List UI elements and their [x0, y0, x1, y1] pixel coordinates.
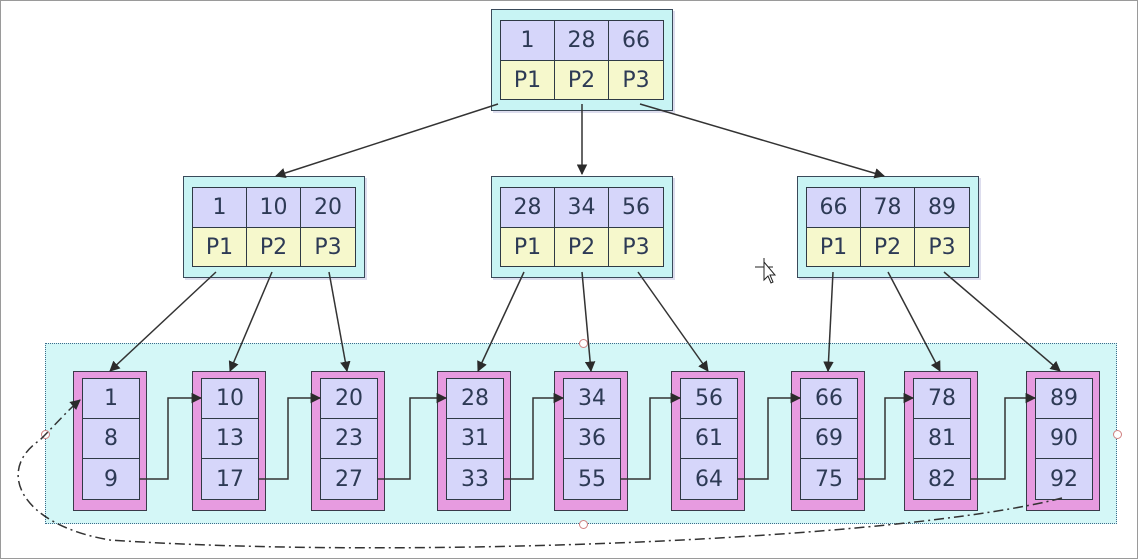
internal-node-key: 28 [501, 188, 555, 228]
leaf-link-8 [970, 392, 1037, 480]
leaf-wraparound-link [17, 399, 1063, 549]
internal-node-2: 28 34 56 P1 P2 P3 [491, 176, 673, 278]
leaf-node-9: 89 90 92 [1026, 371, 1100, 511]
root-pointer-2: P2 [555, 61, 609, 99]
edge-node-2-to-leaf-5 [581, 271, 596, 373]
leaf-link-6 [737, 392, 802, 480]
root-key-3: 66 [609, 21, 663, 61]
internal-node-key: 1 [193, 188, 247, 228]
leaf-key: 82 [914, 459, 970, 499]
leaf-key: 55 [564, 459, 620, 499]
leaf-node-4: 28 31 33 [437, 371, 511, 511]
edge-node-1-to-leaf-1 [109, 271, 217, 372]
internal-node-pointer: P3 [301, 228, 355, 266]
selection-handle-top[interactable] [579, 339, 588, 348]
root-pointer-1: P1 [501, 61, 555, 99]
edge-node-3-to-leaf-7 [823, 271, 834, 373]
leaf-key: 78 [914, 379, 970, 419]
leaf-key: 33 [447, 459, 503, 499]
leaf-key: 34 [564, 379, 620, 419]
root-pointer-3: P3 [609, 61, 663, 99]
edge-node-1-to-leaf-3 [328, 271, 351, 373]
edge-root-to-node-1 [275, 103, 499, 179]
leaf-key: 10 [202, 379, 258, 419]
leaf-key: 36 [564, 419, 620, 459]
internal-node-key: 89 [915, 188, 969, 228]
mouse-cursor-icon [755, 258, 777, 284]
internal-node-key: 20 [301, 188, 355, 228]
edge-root-to-node-3 [639, 103, 886, 179]
leaf-key: 8 [83, 419, 139, 459]
leaf-link-4 [503, 392, 565, 480]
leaf-key: 61 [681, 419, 737, 459]
leaf-link-7 [857, 392, 915, 480]
leaf-key: 69 [801, 419, 857, 459]
leaf-key: 9 [83, 459, 139, 499]
leaf-key: 92 [1036, 459, 1092, 499]
leaf-key: 28 [447, 379, 503, 419]
root-key-1: 1 [501, 21, 555, 61]
leaf-key: 90 [1036, 419, 1092, 459]
internal-node-pointer: P2 [555, 228, 609, 266]
edge-node-1-to-leaf-2 [228, 271, 273, 372]
internal-node-pointer: P2 [247, 228, 301, 266]
leaf-node-2: 10 13 17 [192, 371, 266, 511]
leaf-key: 31 [447, 419, 503, 459]
leaf-node-6: 56 61 64 [671, 371, 745, 511]
leaf-key: 27 [321, 459, 377, 499]
leaf-key: 23 [321, 419, 377, 459]
leaf-link-1 [139, 392, 203, 480]
selection-handle-right[interactable] [1113, 430, 1122, 439]
internal-node-pointer: P1 [807, 228, 861, 266]
edge-node-3-to-leaf-8 [887, 271, 941, 372]
leaf-key: 13 [202, 419, 258, 459]
internal-node-key: 56 [609, 188, 663, 228]
edge-node-3-to-leaf-9 [943, 271, 1061, 372]
leaf-link-3 [377, 392, 448, 480]
internal-node-pointer: P1 [193, 228, 247, 266]
leaf-key: 66 [801, 379, 857, 419]
root-key-2: 28 [555, 21, 609, 61]
root-node: 1 28 66 P1 P2 P3 [491, 9, 673, 111]
leaf-key: 56 [681, 379, 737, 419]
leaf-key: 81 [914, 419, 970, 459]
leaf-key: 20 [321, 379, 377, 419]
internal-node-pointer: P3 [609, 228, 663, 266]
internal-node-key: 10 [247, 188, 301, 228]
leaf-key: 89 [1036, 379, 1092, 419]
internal-node-key: 66 [807, 188, 861, 228]
internal-node-key: 78 [861, 188, 915, 228]
internal-node-1: 1 10 20 P1 P2 P3 [183, 176, 365, 278]
leaf-node-8: 78 81 82 [904, 371, 978, 511]
edge-node-2-to-leaf-4 [477, 271, 525, 372]
internal-node-key: 34 [555, 188, 609, 228]
leaf-key: 64 [681, 459, 737, 499]
leaf-key: 75 [801, 459, 857, 499]
leaf-key: 17 [202, 459, 258, 499]
edge-node-2-to-leaf-6 [637, 271, 709, 372]
internal-node-3: 66 78 89 P1 P2 P3 [797, 176, 979, 278]
internal-node-pointer: P1 [501, 228, 555, 266]
leaf-key: 1 [83, 379, 139, 419]
leaf-node-7: 66 69 75 [791, 371, 865, 511]
internal-node-pointer: P2 [861, 228, 915, 266]
internal-node-pointer: P3 [915, 228, 969, 266]
leaf-link-5 [620, 392, 682, 480]
leaf-link-2 [258, 392, 322, 480]
leaf-node-3: 20 23 27 [311, 371, 385, 511]
selection-handle-bottom[interactable] [579, 520, 588, 529]
